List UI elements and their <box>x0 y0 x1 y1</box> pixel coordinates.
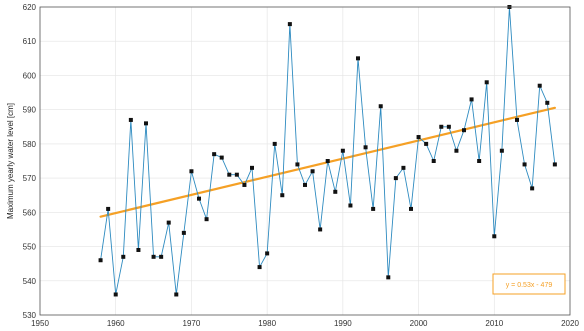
data-point <box>151 254 156 259</box>
data-point <box>204 217 209 222</box>
data-point <box>280 193 285 198</box>
data-point <box>515 117 519 122</box>
data-point <box>477 159 482 163</box>
x-tick-label: 1980 <box>258 319 276 328</box>
data-point <box>197 196 201 201</box>
data-point <box>356 56 360 61</box>
data-point <box>219 155 224 160</box>
y-tick-label: 580 <box>23 140 37 149</box>
y-tick-label: 530 <box>23 311 37 320</box>
data-point <box>348 203 353 208</box>
y-tick-label: 600 <box>23 71 37 80</box>
data-point <box>492 234 497 239</box>
x-tick-label: 2010 <box>485 319 503 328</box>
data-point <box>287 22 292 27</box>
equation-box-frame <box>492 273 566 295</box>
data-point <box>333 189 338 194</box>
y-tick-label: 560 <box>23 208 37 217</box>
x-tick-label: 1970 <box>183 319 201 328</box>
y-tick-label: 570 <box>23 174 37 183</box>
data-point <box>136 247 141 252</box>
y-tick-label: 590 <box>23 106 37 115</box>
x-tick-label: 1990 <box>334 319 352 328</box>
series-layer <box>98 5 557 297</box>
y-tick-label: 550 <box>23 243 37 252</box>
data-point <box>484 80 489 85</box>
equation-box: y = 0.53x - 479 <box>492 273 566 295</box>
data-point <box>378 104 383 109</box>
data-point <box>318 227 323 232</box>
data-point <box>325 159 330 163</box>
x-tick-label: 2020 <box>561 319 579 328</box>
data-point <box>121 254 126 259</box>
data-point <box>250 165 254 170</box>
data-point <box>303 182 307 187</box>
data-point <box>257 265 262 270</box>
data-point <box>212 152 217 157</box>
x-tick-labels: 1950 1960 1970 1980 1990 2000 2010 2020 <box>31 319 579 328</box>
data-point <box>106 206 111 211</box>
data-point <box>371 206 376 211</box>
data-point <box>454 148 459 153</box>
data-point <box>431 159 436 163</box>
y-axis-label: Maximum yearly water level [cm] <box>6 103 15 219</box>
data-point <box>545 100 550 105</box>
y-tick-label: 540 <box>23 277 37 286</box>
data-point <box>242 182 247 187</box>
data-point <box>181 230 186 235</box>
data-point <box>393 176 398 181</box>
x-tick-label: 1950 <box>31 319 49 328</box>
data-point <box>462 128 466 133</box>
data-point <box>227 172 232 177</box>
data-point <box>340 148 345 153</box>
data-point <box>189 169 194 174</box>
data-point <box>416 135 421 140</box>
data-point <box>424 141 429 146</box>
data-point <box>446 124 451 129</box>
data-point <box>272 141 277 146</box>
data-point <box>537 83 542 88</box>
data-point <box>552 162 557 167</box>
data-point <box>174 292 179 297</box>
data-point <box>295 162 300 167</box>
data-point <box>144 121 148 126</box>
data-point <box>310 169 315 174</box>
plot-frame <box>39 6 571 316</box>
data-point <box>522 162 527 167</box>
data-point <box>159 254 164 259</box>
data-point <box>499 148 504 153</box>
data-point <box>439 124 444 129</box>
data-point <box>469 97 474 102</box>
data-point <box>234 172 239 177</box>
data-point <box>113 292 118 297</box>
data-point <box>128 117 133 122</box>
data-point <box>409 206 413 211</box>
equation-text: y = 0.53x - 479 <box>506 282 553 289</box>
data-point <box>401 165 406 170</box>
data-point <box>530 186 535 191</box>
y-tick-label: 620 <box>23 3 37 12</box>
data-point <box>166 220 171 225</box>
y-tick-labels: 530 540 550 560 570 580 590 600 610 620 <box>23 3 37 320</box>
x-tick-label: 1960 <box>107 319 125 328</box>
data-point <box>386 275 391 280</box>
data-point <box>265 251 270 256</box>
x-tick-label: 2000 <box>410 319 428 328</box>
data-point <box>363 145 368 150</box>
y-tick-label: 610 <box>23 37 37 46</box>
data-point <box>98 258 103 263</box>
